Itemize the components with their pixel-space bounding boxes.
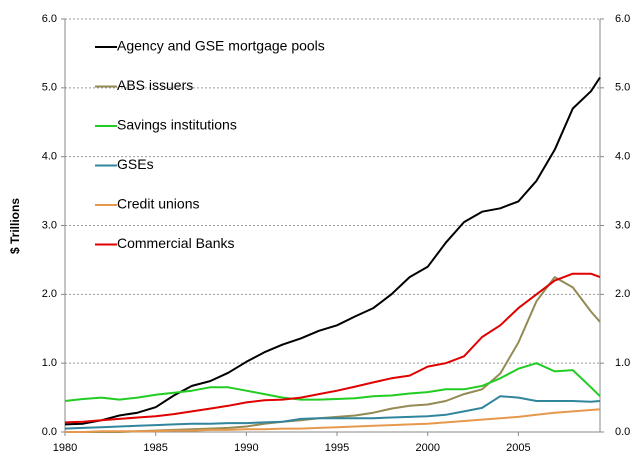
y-tick-label: 2.0 bbox=[42, 288, 57, 300]
series-line bbox=[65, 408, 601, 433]
legend-label: Commercial Banks bbox=[117, 235, 234, 251]
y2-tick-label: 0.0 bbox=[615, 426, 630, 438]
series-line bbox=[65, 276, 601, 433]
y2-tick-label: 3.0 bbox=[615, 219, 630, 231]
y-tick-label: 6.0 bbox=[42, 13, 57, 25]
x-tick-label: 2005 bbox=[506, 442, 530, 454]
x-tick-label: 2000 bbox=[415, 442, 439, 454]
y2-tick-label: 5.0 bbox=[615, 82, 630, 94]
y-axis-label: $ Trillions bbox=[8, 198, 22, 254]
legend-label: ABS issuers bbox=[117, 77, 193, 93]
y-tick-label: 4.0 bbox=[42, 151, 57, 163]
legend-label: Savings institutions bbox=[117, 117, 237, 133]
y2-tick-label: 6.0 bbox=[615, 13, 630, 25]
y2-tick-label: 1.0 bbox=[615, 357, 630, 369]
series-line bbox=[64, 272, 601, 424]
series-line bbox=[64, 395, 601, 430]
x-tick-label: 1985 bbox=[143, 442, 167, 454]
y-tick-label: 3.0 bbox=[42, 219, 57, 231]
legend-label: Credit unions bbox=[117, 196, 200, 212]
legend: Agency and GSE mortgage pools ABS issuers… bbox=[95, 38, 325, 251]
y2-tick-label: 2.0 bbox=[615, 288, 630, 300]
legend-label: Agency and GSE mortgage pools bbox=[117, 38, 325, 54]
series-line bbox=[64, 362, 601, 402]
x-tick-label: 1990 bbox=[234, 442, 258, 454]
x-tick-label: 1980 bbox=[53, 442, 77, 454]
y2-tick-label: 4.0 bbox=[615, 151, 630, 163]
series-line bbox=[64, 76, 601, 426]
x-tick-label: 1995 bbox=[325, 442, 349, 454]
y-tick-label: 1.0 bbox=[42, 357, 57, 369]
legend-label: GSEs bbox=[117, 156, 154, 172]
y-tick-label: 0.0 bbox=[42, 426, 57, 438]
y-tick-label: 5.0 bbox=[42, 82, 57, 94]
